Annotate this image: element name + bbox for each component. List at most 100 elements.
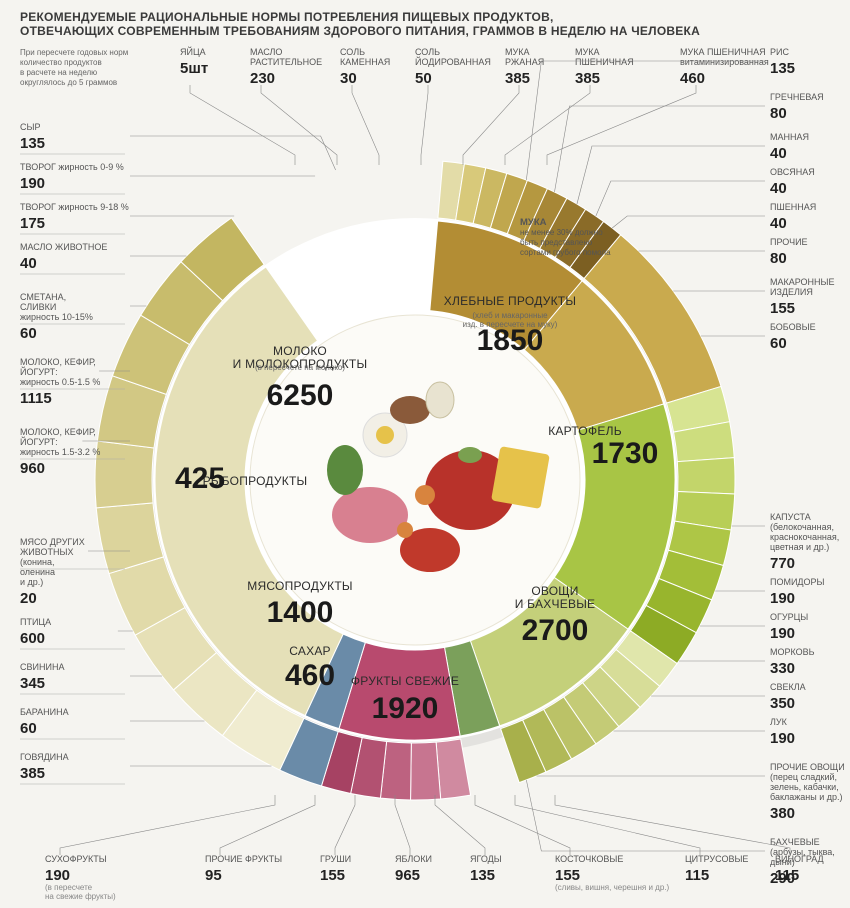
- leaf-label: (перец сладкий,: [770, 772, 837, 782]
- leaf-value: 380: [770, 805, 795, 822]
- leader-line: [554, 106, 765, 192]
- leaf-value: 960: [20, 460, 45, 477]
- leaf-value: 135: [770, 60, 795, 77]
- leaf-label: СОЛЬ: [340, 47, 365, 57]
- leaf-value: 385: [20, 765, 45, 782]
- leaf-label: МЯСО ДРУГИХ: [20, 537, 85, 547]
- leaf-value: 345: [20, 675, 45, 692]
- leaf-label: КОСТОЧКОВЫЕ: [555, 854, 623, 864]
- leaf-note: (в пересчете: [45, 883, 93, 892]
- leader-line: [130, 136, 336, 170]
- main-segment-value: 1920: [372, 692, 439, 725]
- leaf-label: СЛИВКИ: [20, 302, 56, 312]
- leaf-label: МОЛОКО, КЕФИР,: [20, 427, 96, 437]
- leaf-value: 60: [20, 720, 37, 737]
- main-segment-label: МЯСОПРОДУКТЫ: [247, 579, 353, 593]
- leader-line: [596, 181, 765, 216]
- flour-note: быть представлено: [520, 238, 593, 247]
- main-segment-label: САХАР: [289, 644, 331, 658]
- leaf-value: 50: [415, 70, 432, 87]
- leaf-value: 190: [770, 590, 795, 607]
- leaf-value: 460: [680, 70, 705, 87]
- leader-line: [60, 795, 275, 855]
- conversion-note: в расчете на неделю: [20, 68, 97, 77]
- leaf-label: ПОМИДОРЫ: [770, 577, 825, 587]
- leaf-label: МАСЛО: [250, 47, 282, 57]
- leaf-value: 80: [770, 105, 787, 122]
- leader-line: [220, 795, 315, 855]
- leaf-label: витаминизированная: [680, 57, 769, 67]
- leader-line: [612, 216, 765, 228]
- leaf-value: 60: [770, 335, 787, 352]
- leader-line: [435, 795, 485, 855]
- leaf-label: ГРЕЧНЕВАЯ: [770, 92, 824, 102]
- leaf-value: 600: [20, 630, 45, 647]
- leader-line: [555, 795, 790, 855]
- leaf-label: ПРОЧИЕ ОВОЩИ: [770, 762, 845, 772]
- leaf-value: 230: [250, 70, 275, 87]
- leaf-label: жирность 10-15%: [20, 312, 93, 322]
- leader-line: [577, 146, 765, 204]
- leader-line: [190, 85, 295, 165]
- leaf-value: 190: [20, 175, 45, 192]
- leaf-label: баклажаны и др.): [770, 792, 843, 802]
- leaf-label: ПШЕННАЯ: [770, 202, 816, 212]
- leaf-value: 135: [20, 135, 45, 152]
- leaf-value: 190: [770, 625, 795, 642]
- leaf-value: 40: [20, 255, 37, 272]
- leaf-label: оленина: [20, 567, 55, 577]
- main-segment-label: И БАХЧЕВЫЕ: [515, 597, 596, 611]
- leaf-label: СУХОФРУКТЫ: [45, 854, 107, 864]
- leaf-value: 80: [770, 250, 787, 267]
- main-segment-label: ХЛЕБНЫЕ ПРОДУКТЫ: [444, 294, 577, 308]
- leader-line: [515, 795, 700, 855]
- leaf-value: 175: [20, 215, 45, 232]
- leaf-value: 965: [395, 867, 420, 884]
- leaf-label: МУКА: [505, 47, 529, 57]
- main-segment-value: 2700: [522, 614, 589, 647]
- conversion-note: количество продуктов: [20, 58, 102, 67]
- leaf-label: ЙОГУРТ:: [20, 436, 58, 447]
- flour-note: сортами грубого помола: [520, 248, 611, 257]
- leaf-label: ПШЕНИЧНАЯ: [575, 57, 634, 67]
- leaf-label: КАМЕННАЯ: [340, 57, 390, 67]
- leaf-label: и др.): [20, 577, 43, 587]
- leaf-label: БОБОВЫЕ: [770, 322, 816, 332]
- leaf-label: ОГУРЦЫ: [770, 612, 808, 622]
- leaf-label: ПРОЧИЕ: [770, 237, 808, 247]
- ring-segment: [411, 742, 441, 800]
- leaf-value: 155: [770, 300, 795, 317]
- leaf-value: 60: [20, 325, 37, 342]
- leader-line: [421, 85, 428, 165]
- leaf-value: 190: [770, 730, 795, 747]
- ring-segment: [436, 739, 470, 799]
- leaf-label: ЯГОДЫ: [470, 854, 502, 864]
- leaf-value: 30: [340, 70, 357, 87]
- leaf-label: ЯБЛОКИ: [395, 854, 432, 864]
- leaf-value: 40: [770, 215, 787, 232]
- leaf-label: СОЛЬ: [415, 47, 440, 57]
- leaf-value: 155: [555, 867, 580, 884]
- leaf-value: 115: [685, 867, 709, 884]
- leaf-label: МУКА: [575, 47, 599, 57]
- leader-line: [463, 85, 519, 165]
- leader-line: [526, 61, 765, 180]
- main-segment-value: 1400: [267, 596, 334, 629]
- leader-line: [395, 795, 410, 855]
- leaf-value: 135: [470, 867, 495, 884]
- leaf-label: краснокочанная,: [770, 532, 839, 542]
- leader-line: [261, 85, 337, 165]
- leaf-value: 20: [20, 590, 37, 607]
- leaf-value: 770: [770, 555, 795, 572]
- leaf-label: ЙОГУРТ:: [20, 366, 58, 377]
- leaf-label: ВИНОГРАД: [775, 854, 824, 864]
- leaf-label: МОРКОВЬ: [770, 647, 815, 657]
- main-segment-label: ФРУКТЫ СВЕЖИЕ: [351, 674, 459, 688]
- leaf-label: ЖИВОТНЫХ: [20, 547, 73, 557]
- leaf-label: КАПУСТА: [770, 512, 811, 522]
- leaf-label: СВИНИНА: [20, 662, 64, 672]
- leaf-label: МУКА ПШЕНИЧНАЯ: [680, 47, 766, 57]
- leaf-value: 1115: [20, 390, 52, 407]
- leaf-label: РАСТИТЕЛЬНОЕ: [250, 57, 322, 67]
- leaf-value: 115: [775, 867, 799, 884]
